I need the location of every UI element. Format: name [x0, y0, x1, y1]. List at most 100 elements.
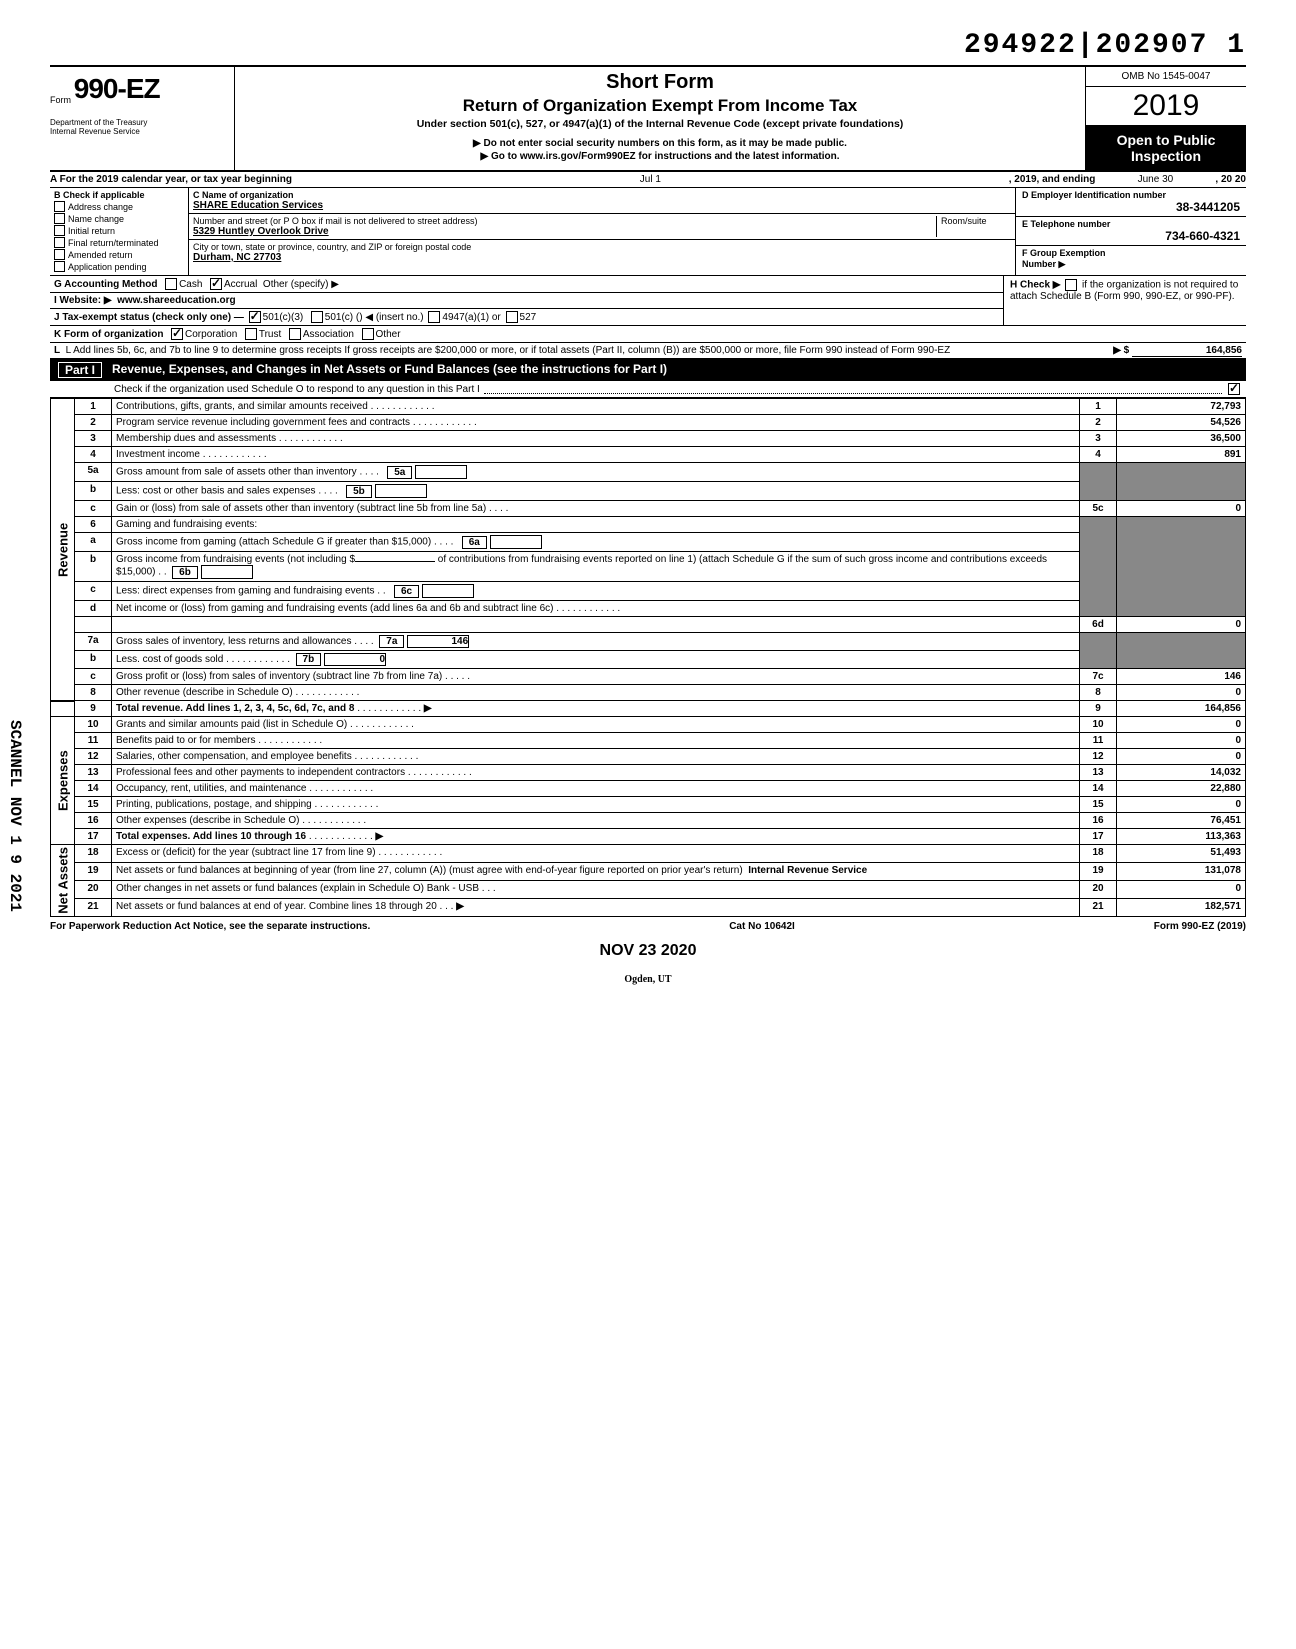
r19-d: Net assets or fund balances at beginning…	[116, 865, 743, 876]
section-revenue: Revenue	[51, 399, 75, 701]
r20-a: 0	[1117, 880, 1246, 898]
part1-header: Part I Revenue, Expenses, and Changes in…	[50, 359, 1246, 381]
chk-final[interactable]	[54, 237, 65, 248]
r5a-val[interactable]	[415, 465, 467, 479]
lbl-assoc: Association	[303, 329, 354, 340]
r2-n: 2	[75, 415, 112, 431]
r7a-n: 7a	[75, 633, 112, 651]
dept-line2: Internal Revenue Service	[50, 128, 230, 137]
financial-table: Revenue 1 Contributions, gifts, grants, …	[50, 398, 1246, 917]
chk-4947[interactable]	[428, 311, 440, 323]
chk-part1-scho[interactable]	[1228, 383, 1240, 395]
r6a-val[interactable]	[490, 535, 542, 549]
lbl-501c: 501(c) (	[325, 312, 359, 323]
chk-initial[interactable]	[54, 225, 65, 236]
r13-bn: 13	[1080, 765, 1117, 781]
r6d-bn: 6d	[1080, 617, 1117, 633]
l-arrow: ▶ $	[1113, 345, 1129, 356]
r5b-box: 5b	[346, 485, 372, 498]
title-return: Return of Organization Exempt From Incom…	[243, 96, 1077, 116]
j-label: J Tax-exempt status (check only one) —	[54, 312, 244, 323]
chk-501c[interactable]	[311, 311, 323, 323]
chk-accrual[interactable]	[210, 278, 222, 290]
org-name: SHARE Education Services	[193, 200, 1011, 211]
part1-num: Part I	[58, 362, 102, 378]
section-expenses: Expenses	[51, 717, 75, 845]
r6b-box: 6b	[172, 566, 198, 579]
l-text: L Add lines 5b, 6c, and 7b to line 9 to …	[66, 345, 951, 356]
r5a-d: Gross amount from sale of assets other t…	[116, 467, 357, 478]
r16-a: 76,451	[1117, 813, 1246, 829]
grp-label: F Group Exemption	[1022, 248, 1106, 258]
lbl-cash: Cash	[179, 279, 202, 290]
goto-line: ▶ Go to www.irs.gov/Form990EZ for instru…	[243, 151, 1077, 162]
row-a-tail: , 20 20	[1215, 174, 1246, 185]
r9-arrow: ▶	[424, 703, 432, 714]
chk-name[interactable]	[54, 213, 65, 224]
r7a-d: Gross sales of inventory, less returns a…	[116, 636, 351, 647]
r11-bn: 11	[1080, 733, 1117, 749]
r9-bn: 9	[1080, 701, 1117, 717]
r14-n: 14	[75, 781, 112, 797]
r6a-box: 6a	[462, 536, 487, 549]
chk-pending[interactable]	[54, 261, 65, 272]
r6c-val[interactable]	[422, 584, 474, 598]
chk-trust[interactable]	[245, 328, 257, 340]
r14-a: 22,880	[1117, 781, 1246, 797]
r5b-val[interactable]	[375, 484, 427, 498]
open-public-2: Inspection	[1088, 148, 1244, 164]
r6b-n: b	[75, 552, 112, 582]
r18-n: 18	[75, 845, 112, 863]
r7c-d: Gross profit or (loss) from sales of inv…	[116, 671, 442, 682]
chk-amended[interactable]	[54, 249, 65, 260]
lbl-initial: Initial return	[68, 226, 115, 236]
name-label: C Name of organization	[193, 190, 1011, 200]
lbl-527: 527	[520, 312, 537, 323]
r1-n: 1	[75, 399, 112, 415]
lbl-address: Address change	[68, 202, 133, 212]
row-a: A For the 2019 calendar year, or tax yea…	[50, 172, 1246, 188]
chk-other[interactable]	[362, 328, 374, 340]
r15-bn: 15	[1080, 797, 1117, 813]
r7c-bn: 7c	[1080, 669, 1117, 685]
r6a-n: a	[75, 533, 112, 552]
chk-h[interactable]	[1065, 279, 1077, 291]
form-prefix: Form	[50, 95, 71, 105]
chk-corp[interactable]	[171, 328, 183, 340]
ein-label: D Employer Identification number	[1022, 190, 1240, 200]
subtitle: Under section 501(c), 527, or 4947(a)(1)…	[243, 118, 1077, 130]
part1-heading: Revenue, Expenses, and Changes in Net As…	[112, 362, 667, 378]
r7c-n: c	[75, 669, 112, 685]
tel-val: 734-660-4321	[1022, 229, 1240, 243]
lbl-name: Name change	[68, 214, 124, 224]
r16-bn: 16	[1080, 813, 1117, 829]
r2-d: Program service revenue including govern…	[116, 417, 410, 428]
chk-527[interactable]	[506, 311, 518, 323]
lbl-accrual: Accrual	[224, 279, 257, 290]
r8-n: 8	[75, 685, 112, 701]
r17-arrow: ▶	[376, 831, 384, 842]
document-number: 294922|202907 1	[50, 30, 1246, 61]
lbl-501c3: 501(c)(3)	[263, 312, 304, 323]
r4-d: Investment income	[116, 449, 200, 460]
chk-address[interactable]	[54, 201, 65, 212]
website-val: www.shareeducation.org	[117, 295, 236, 306]
r6b-val[interactable]	[201, 565, 253, 579]
stamp-irs1: Internal Revenue Service	[748, 865, 867, 876]
chk-assoc[interactable]	[289, 328, 301, 340]
lbl-4947: 4947(a)(1) or	[442, 312, 500, 323]
omb-number: OMB No 1545-0047	[1086, 67, 1246, 87]
r5c-bn: 5c	[1080, 501, 1117, 517]
r5a-n: 5a	[75, 463, 112, 482]
r4-a: 891	[1117, 447, 1246, 463]
r11-a: 0	[1117, 733, 1246, 749]
r19-n: 19	[75, 862, 112, 880]
r12-a: 0	[1117, 749, 1246, 765]
r2-a: 54,526	[1117, 415, 1246, 431]
chk-cash[interactable]	[165, 278, 177, 290]
chk-501c3[interactable]	[249, 311, 261, 323]
r20-bn: 20	[1080, 880, 1117, 898]
r6d-n: d	[75, 601, 112, 617]
city-val: Durham, NC 27703	[193, 252, 1011, 263]
col-b-header: B Check if applicable	[54, 190, 184, 200]
